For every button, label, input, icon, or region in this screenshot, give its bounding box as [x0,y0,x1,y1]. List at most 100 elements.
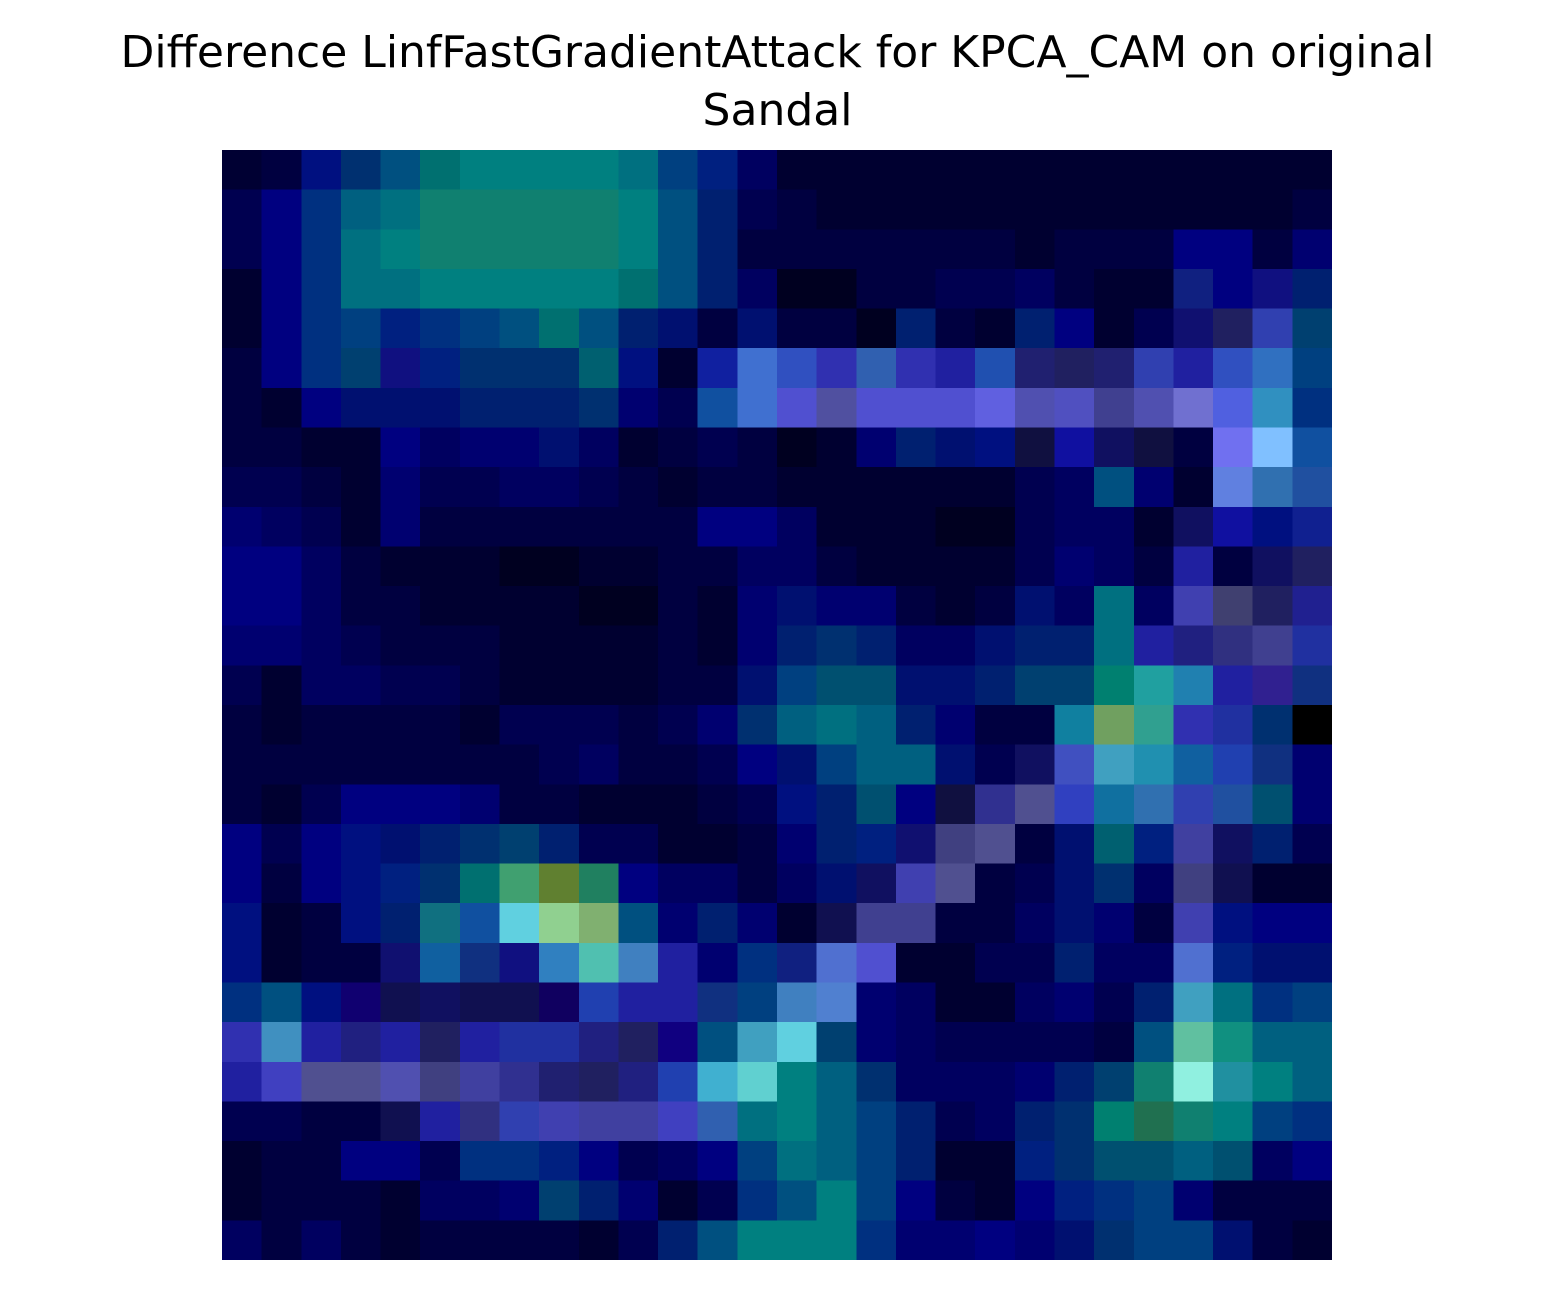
heatmap-cell [1252,823,1293,865]
heatmap-cell [1213,229,1254,270]
heatmap-cell [895,942,937,984]
heatmap-cell [895,823,937,865]
heatmap-cell [459,308,501,349]
heatmap-cell [340,1022,382,1063]
heatmap-cell [777,1061,818,1103]
heatmap-cell [1133,268,1175,310]
heatmap-cell [459,863,501,904]
heatmap-cell [975,903,1016,944]
heatmap-cell [697,268,738,310]
heatmap-cell [1252,506,1293,548]
heatmap-cell [380,1022,421,1063]
heatmap-cell [856,903,897,944]
heatmap-cell [261,387,302,429]
heatmap-cell [1014,1101,1056,1142]
heatmap-cell [1094,387,1135,429]
heatmap-cell [618,1101,659,1142]
heatmap-cell [1054,1101,1095,1142]
heatmap-cell [222,546,263,587]
heatmap-cell [420,823,461,865]
heatmap-cell [1252,744,1293,785]
heatmap-cell [935,1061,976,1103]
heatmap-cell [975,1141,1016,1182]
heatmap-cell [261,586,302,627]
heatmap-cell [499,705,540,746]
heatmap-cell [1173,625,1214,666]
heatmap-cell [1173,387,1214,429]
heatmap-cell [1054,784,1095,825]
heatmap-cell [222,705,263,746]
heatmap-cell [301,308,342,349]
heatmap-cell [697,903,738,944]
heatmap-cell [499,784,540,825]
heatmap-cell [737,744,778,785]
heatmap-cell [301,189,342,230]
heatmap-cell [737,189,778,230]
heatmap-cell [499,427,540,468]
heatmap-cell [618,586,659,627]
heatmap-cell [1014,942,1056,984]
heatmap-cell [499,1061,540,1103]
heatmap-cell [301,705,342,746]
heatmap-cell [697,308,738,349]
heatmap-cell [499,1022,540,1063]
heatmap-cell [618,863,659,904]
heatmap-cell [856,586,897,627]
heatmap-cell [499,189,540,230]
heatmap-cell [1213,942,1254,984]
heatmap-cell [459,387,501,429]
heatmap-cell [222,387,263,429]
heatmap-cell [1292,1061,1332,1103]
heatmap-cell [301,903,342,944]
heatmap-cell [420,1061,461,1103]
heatmap-cell [459,705,501,746]
heatmap-cell [658,1101,699,1142]
heatmap-cell [777,427,818,468]
heatmap-cell [697,1101,738,1142]
heatmap-cell [1252,942,1293,984]
heatmap-cell [697,427,738,468]
heatmap-cell [1014,1141,1056,1182]
heatmap-cell [1054,308,1095,349]
heatmap-cell [737,1101,778,1142]
heatmap-cell [737,308,778,349]
heatmap-cell [1133,229,1175,270]
heatmap-cell [1014,546,1056,587]
heatmap-cell [539,665,580,706]
heatmap-cell [697,625,738,666]
heatmap-cell [975,467,1016,508]
heatmap-cell [301,823,342,865]
heatmap-cell [618,942,659,984]
heatmap-cell [420,705,461,746]
heatmap-cell [499,1141,540,1182]
heatmap-cell [658,942,699,984]
heatmap-cell [895,625,937,666]
heatmap-cell [816,903,857,944]
heatmap-cell [1014,467,1056,508]
heatmap-cell [1292,387,1332,429]
heatmap-cell [222,744,263,785]
heatmap-cell [1054,427,1095,468]
heatmap-cell [935,348,976,389]
heatmap-cell [856,506,897,548]
heatmap-cell [340,1061,382,1103]
heatmap-cell [856,1141,897,1182]
heatmap-cell [459,229,501,270]
heatmap-cell [1173,1101,1214,1142]
heatmap-cell [1133,1180,1175,1221]
heatmap-cell [658,982,699,1023]
heatmap-cell [697,942,738,984]
heatmap-cell [499,467,540,508]
heatmap-cell [1292,942,1332,984]
heatmap-cell [777,942,818,984]
heatmap-cell [975,506,1016,548]
heatmap-cell [777,189,818,230]
heatmap-cell [618,546,659,587]
heatmap-cell [816,308,857,349]
heatmap-cell [222,467,263,508]
heatmap-cell [737,942,778,984]
heatmap-cell [618,308,659,349]
heatmap-cell [420,863,461,904]
heatmap-cell [1133,823,1175,865]
heatmap-cell [222,1101,263,1142]
